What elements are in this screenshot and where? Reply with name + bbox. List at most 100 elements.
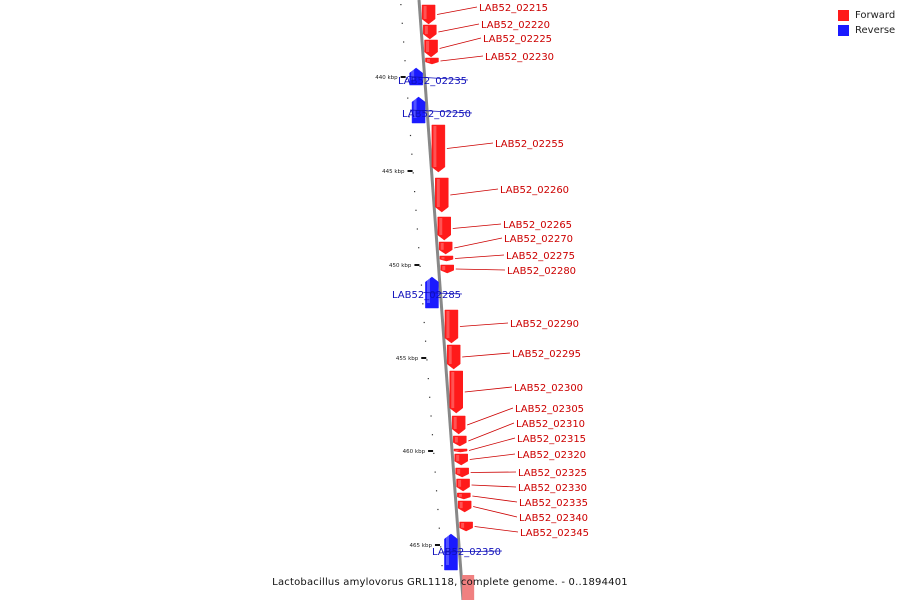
gene-label: LAB52_02335 [519, 498, 588, 509]
legend-forward-label: Forward [855, 10, 896, 21]
gene-leader [462, 352, 511, 358]
gene-leader [440, 55, 484, 62]
gene-label: LAB52_02320 [517, 450, 586, 461]
minor-tick [412, 172, 414, 174]
minor-tick [414, 191, 416, 193]
minor-tick [422, 303, 424, 305]
gene-shade [413, 98, 417, 118]
tick-label: 450 kbp [389, 263, 412, 269]
minor-tick [403, 41, 405, 43]
gene-label: LAB52_02230 [485, 52, 554, 63]
gene-leader [470, 471, 517, 473]
minor-tick [418, 247, 420, 249]
gene-LAB52_02225 [424, 39, 438, 58]
minor-tick [408, 116, 410, 118]
gene-shade [458, 480, 462, 487]
gene-leader [468, 437, 516, 451]
gene-leader [472, 495, 518, 503]
gene-leader [455, 268, 506, 271]
gene-label: LAB52_02265 [503, 220, 572, 231]
gene-label: LAB52_02325 [518, 468, 587, 479]
gene-shade [454, 437, 458, 443]
gene-label: LAB52_02290 [510, 319, 579, 330]
gene-leader [464, 386, 513, 393]
minor-tick [434, 471, 436, 473]
gene-shade [448, 346, 452, 364]
legend-reverse-swatch [838, 25, 849, 36]
gene-LAB52_02250 [411, 96, 426, 124]
gene-leader [446, 142, 494, 149]
minor-tick [407, 97, 409, 99]
minor-tick [404, 60, 406, 62]
minor-tick [429, 396, 431, 398]
gene-shade [446, 311, 450, 338]
minor-tick [409, 134, 412, 137]
gene-shade [442, 266, 446, 271]
gene-leader [469, 453, 516, 460]
gene-shade [439, 218, 443, 235]
gene-shade [426, 41, 430, 52]
gene-LAB52_02260 [435, 177, 449, 213]
gene-label: LAB52_02215 [479, 3, 548, 14]
gene-LAB52_02290 [444, 309, 459, 344]
gene-LAB52_02310 [453, 435, 467, 447]
tick-label: 440 kbp [375, 75, 398, 81]
gene-leader [450, 188, 499, 196]
gene-leader [467, 407, 514, 426]
gene-shade [411, 69, 415, 80]
gene-LAB52_02315 [453, 448, 468, 453]
gene-label: LAB52_02225 [483, 34, 552, 45]
gene-LAB52_02275 [439, 255, 454, 262]
gene-leader [473, 506, 518, 518]
gene-shade [457, 469, 461, 474]
gene-LAB52_02220 [423, 24, 437, 40]
minor-tick [433, 452, 435, 454]
minor-tick [423, 321, 425, 324]
gene-leader [442, 550, 503, 553]
minor-tick [420, 284, 423, 286]
gene-leader [471, 484, 517, 488]
major-tick [428, 450, 434, 452]
minor-tick [430, 415, 432, 417]
legend: Forward Reverse [838, 8, 895, 38]
gene-leader [454, 254, 505, 259]
tick-label: 465 kbp [410, 543, 433, 549]
gene-label: LAB52_02270 [504, 234, 573, 245]
gene-leader [474, 526, 519, 533]
gene-LAB52_02270 [438, 241, 453, 255]
gene-leader [468, 422, 515, 442]
minor-tick [440, 546, 442, 548]
gene-shade [459, 502, 463, 509]
gene-label: LAB52_02340 [519, 513, 588, 524]
minor-tick [405, 78, 407, 80]
minor-tick [441, 565, 443, 567]
gene-leader [452, 223, 502, 229]
gene-leader [459, 322, 509, 327]
genome-axis [417, 0, 465, 601]
gene-LAB52_02280 [440, 264, 454, 274]
genome-caption: Lactobacillus amylovorus GRL1118, comple… [272, 577, 628, 588]
gene-LAB52_02230 [425, 57, 439, 65]
legend-reverse-label: Reverse [855, 25, 896, 36]
gene-LAB52_02265 [437, 216, 452, 241]
gene-label: LAB52_02350 [432, 547, 501, 558]
minor-tick [419, 265, 421, 267]
gene-leader [454, 237, 503, 249]
minor-tick [435, 490, 438, 492]
minor-tick [424, 340, 427, 342]
major-tick [407, 170, 413, 172]
gene-leader [410, 109, 473, 114]
legend-forward-swatch [838, 10, 849, 21]
gene-partial-bottom [462, 575, 475, 600]
gene-label: LAB52_02235 [398, 76, 467, 87]
gene-leader [423, 292, 463, 295]
gene-LAB52_02235 [409, 67, 423, 86]
gene-label: LAB52_02255 [495, 139, 564, 150]
minor-tick [426, 359, 428, 361]
gene-shade [426, 59, 430, 62]
gene-shade [445, 535, 449, 565]
gene-leader [438, 23, 480, 33]
gene-LAB52_02340 [457, 500, 472, 513]
